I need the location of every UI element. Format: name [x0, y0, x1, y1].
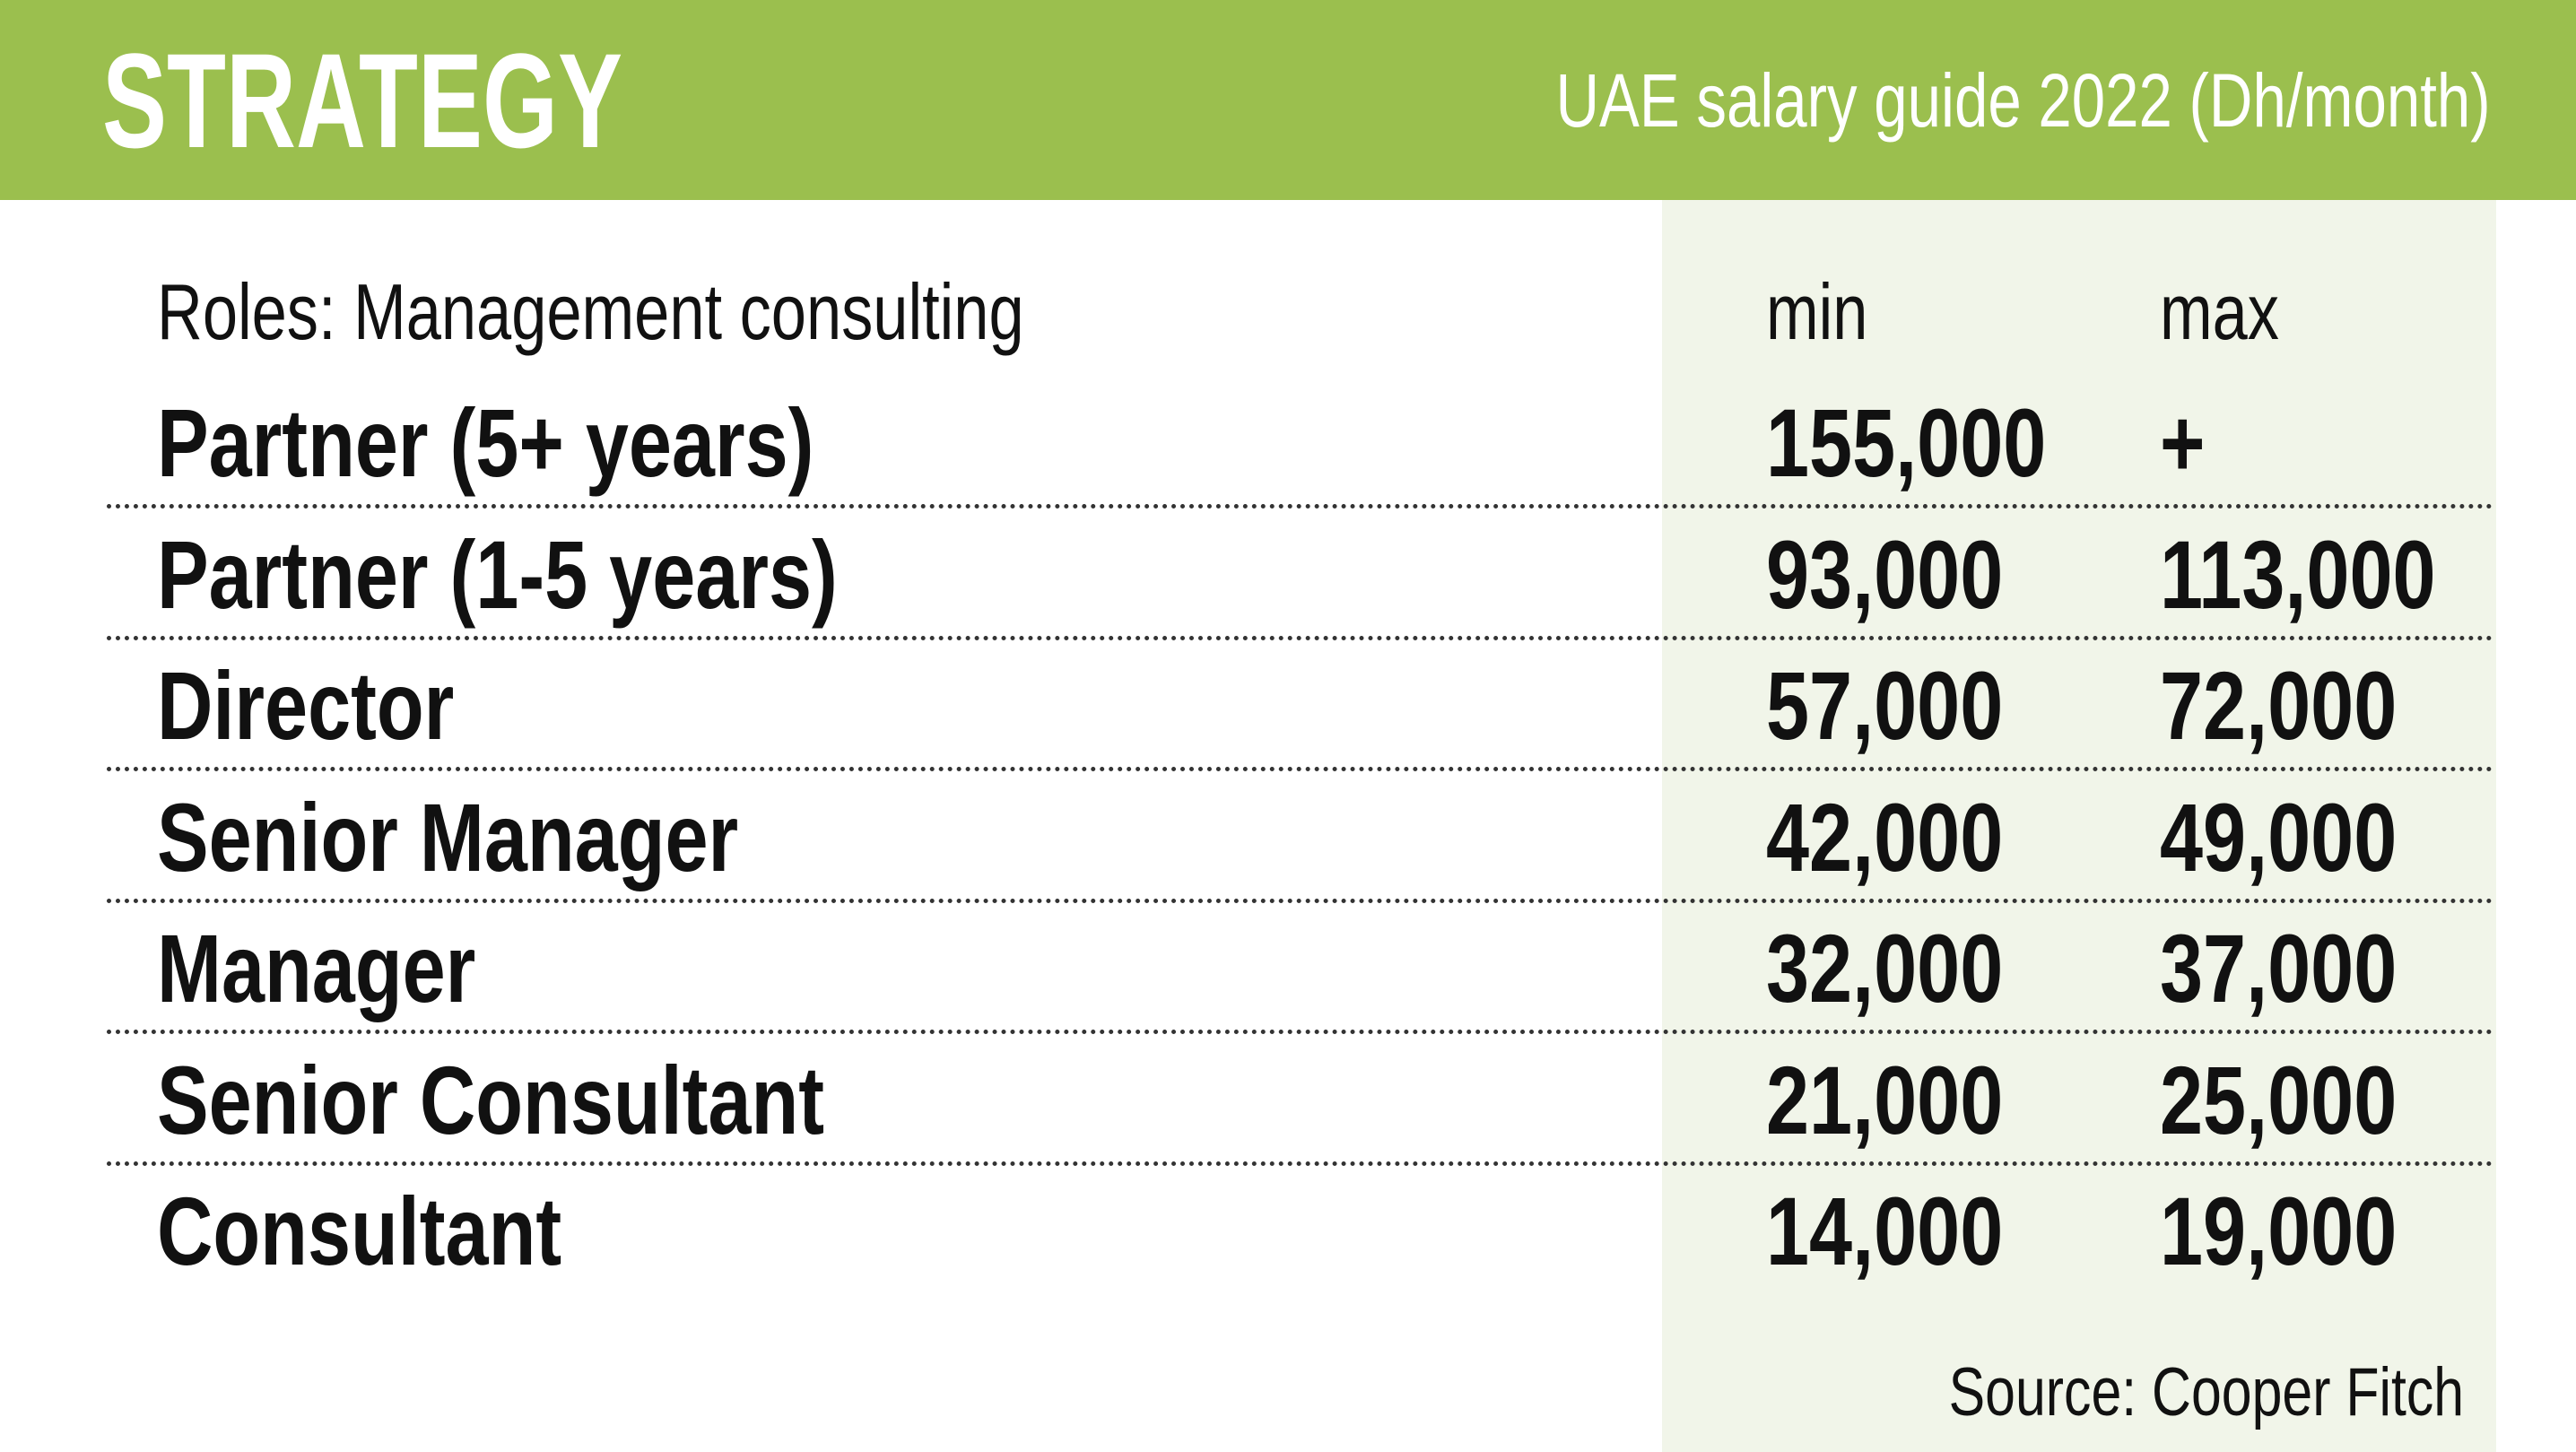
- title: STRATEGY: [102, 25, 623, 176]
- row-divider: [107, 767, 2493, 771]
- cell-role: Director: [157, 651, 455, 760]
- cell-max: +: [2160, 388, 2206, 497]
- subtitle: UAE salary guide 2022 (Dh/month): [1555, 58, 2491, 143]
- header-bar: [0, 0, 2576, 200]
- row-divider: [107, 504, 2493, 509]
- column-header-max: max: [2160, 267, 2279, 356]
- cell-min: 21,000: [1766, 1045, 2004, 1154]
- cell-max: 72,000: [2160, 651, 2398, 760]
- cell-max: 49,000: [2160, 782, 2398, 891]
- cell-role: Manager: [157, 914, 476, 1022]
- cell-min: 14,000: [1766, 1177, 2004, 1285]
- row-divider: [107, 898, 2493, 903]
- column-header-min: min: [1766, 267, 1868, 356]
- cell-role: Senior Manager: [157, 782, 739, 891]
- cell-max: 37,000: [2160, 914, 2398, 1022]
- cell-max: 113,000: [2160, 519, 2436, 629]
- row-divider: [107, 1161, 2493, 1166]
- cell-max: 19,000: [2160, 1177, 2398, 1285]
- cell-role: Partner (5+ years): [157, 388, 814, 497]
- source: Source: Cooper Fitch: [1948, 1354, 2464, 1430]
- column-header-role: Roles: Management consulting: [157, 267, 1024, 356]
- cell-min: 57,000: [1766, 651, 2004, 760]
- cell-min: 42,000: [1766, 782, 2004, 891]
- cell-min: 93,000: [1766, 519, 2004, 629]
- cell-max: 25,000: [2160, 1045, 2398, 1154]
- row-divider: [107, 1030, 2493, 1034]
- cell-role: Senior Consultant: [157, 1045, 825, 1154]
- value-column-shade: [1662, 200, 2496, 1452]
- cell-role: Partner (1-5 years): [157, 519, 838, 629]
- cell-role: Consultant: [157, 1177, 562, 1285]
- row-divider: [107, 635, 2493, 640]
- cell-min: 32,000: [1766, 914, 2004, 1022]
- cell-min: 155,000: [1766, 388, 2047, 497]
